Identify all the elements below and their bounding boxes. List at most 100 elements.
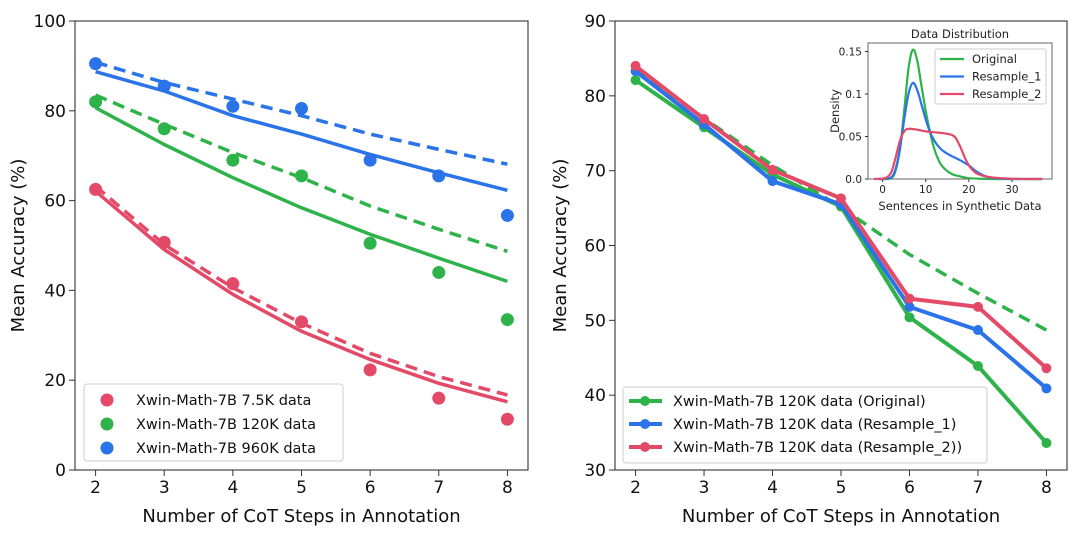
data-point — [157, 79, 171, 93]
x-tick-label: 4 — [767, 478, 778, 498]
y-axis-label: Mean Accuracy (%) — [8, 159, 29, 333]
legend-box — [622, 386, 988, 464]
legend-label: Xwin-Math-7B 120K data — [136, 417, 316, 433]
legend-box — [934, 48, 1047, 105]
x-tick-label: 0 — [879, 184, 886, 196]
data-point — [630, 60, 641, 71]
right-chart: 2 3 4 5 6 7 8 30 40 50 60 70 80 90 Number of CoT Steps… — [550, 12, 1068, 527]
y-tick-label: 60 — [584, 236, 606, 256]
axes-frame — [867, 42, 1053, 180]
y-tick-label: 20 — [44, 371, 66, 391]
x-tick-label: 20 — [962, 184, 975, 196]
legend-label: Resample_2 — [972, 87, 1041, 101]
data-point — [432, 169, 446, 183]
legend-label: Resample_1 — [972, 70, 1041, 84]
legend-label: Original — [972, 52, 1017, 66]
data-point — [1041, 363, 1052, 374]
fit-line-solid — [94, 189, 508, 404]
data-point — [500, 208, 514, 222]
x-tick-label: 4 — [227, 478, 238, 498]
x-tick-label: 7 — [433, 478, 444, 498]
legend-label: Xwin-Math-7B 120K data (Resample_1) — [673, 417, 956, 433]
legend-marker — [100, 441, 114, 455]
x-tick-label: 30 — [1005, 184, 1018, 196]
data-point — [500, 313, 514, 327]
x-tick-label: 5 — [296, 478, 307, 498]
x-tick-label: 10 — [919, 184, 932, 196]
y-tick-label: 0 — [55, 461, 66, 481]
y-tick-label: 90 — [584, 12, 606, 32]
inset-title: Data Distribution — [911, 27, 1009, 41]
y-tick-label: 50 — [584, 311, 606, 331]
data-point — [89, 57, 103, 71]
fit-line-dashed — [95, 60, 508, 166]
data-point — [972, 325, 983, 336]
x-tick-label: 3 — [159, 478, 170, 498]
x-axis-label: Number of CoT Steps in Annotation — [682, 506, 1000, 527]
fit-line-dashed — [94, 93, 508, 253]
y-tick-label: 80 — [44, 102, 66, 122]
data-point — [226, 153, 240, 167]
legend-label: Xwin-Math-7B 960K data — [136, 441, 316, 457]
x-tick-label: 8 — [502, 478, 513, 498]
data-point — [295, 315, 308, 329]
data-point — [363, 236, 377, 250]
legend-marker — [640, 419, 650, 429]
y-tick-label: 0.15 — [839, 46, 862, 58]
x-tick-label: 3 — [699, 478, 710, 498]
legend-marker — [640, 442, 650, 452]
fit-line-solid — [94, 106, 508, 284]
data-point — [363, 363, 377, 377]
y-tick-label: 30 — [584, 461, 606, 481]
legend-marker — [100, 417, 114, 431]
fit-line-dashed — [94, 184, 508, 397]
x-tick-label: 2 — [630, 478, 641, 498]
legend-marker — [640, 396, 650, 406]
data-point — [836, 193, 846, 204]
density-curve — [873, 127, 1043, 181]
data-point — [432, 391, 446, 405]
legend-box — [83, 383, 344, 462]
y-tick-label: 100 — [34, 12, 66, 32]
legend-label: Xwin-Math-7B 120K data (Original) — [673, 394, 926, 410]
data-point — [904, 293, 915, 304]
data-point — [699, 114, 710, 125]
legend-marker — [100, 393, 114, 407]
y-tick-label: 0.0 — [845, 174, 862, 186]
x-tick-label: 5 — [836, 478, 847, 498]
data-point — [157, 122, 171, 136]
data-point — [89, 95, 103, 109]
y-tick-label: 70 — [584, 162, 606, 182]
data-point — [363, 153, 377, 167]
data-point — [1041, 383, 1052, 394]
data-point — [157, 235, 171, 249]
x-tick-label: 2 — [90, 478, 101, 498]
y-tick-label: 60 — [44, 192, 66, 212]
data-point — [226, 277, 240, 291]
data-point — [630, 75, 641, 86]
data-point — [1041, 438, 1052, 449]
x-tick-label: 6 — [904, 478, 915, 498]
data-point — [767, 164, 778, 175]
legend: Xwin-Math-7B 120K data (Original) Xwin-Ma… — [622, 386, 988, 464]
y-axis-label: Density — [828, 89, 842, 133]
data-point — [904, 301, 915, 312]
data-point — [226, 99, 240, 113]
y-tick-label: 0.1 — [845, 89, 862, 101]
inset-legend: Original Resample_1 Resample_2 — [934, 48, 1047, 105]
data-point — [972, 301, 983, 312]
legend-label: Xwin-Math-7B 120K data (Resample_2)) — [673, 440, 962, 456]
legend-label: Xwin-Math-7B 7.5K data — [136, 393, 311, 409]
y-tick-label: 0.05 — [839, 131, 862, 143]
data-point — [972, 360, 983, 371]
data-point — [89, 182, 103, 196]
y-tick-label: 40 — [44, 281, 66, 301]
data-point — [295, 169, 308, 183]
y-tick-label: 40 — [584, 386, 606, 406]
data-point — [904, 312, 915, 323]
x-axis-label: Sentences in Synthetic Data — [878, 199, 1041, 213]
data-point — [432, 265, 446, 279]
y-tick-label: 80 — [584, 87, 606, 107]
